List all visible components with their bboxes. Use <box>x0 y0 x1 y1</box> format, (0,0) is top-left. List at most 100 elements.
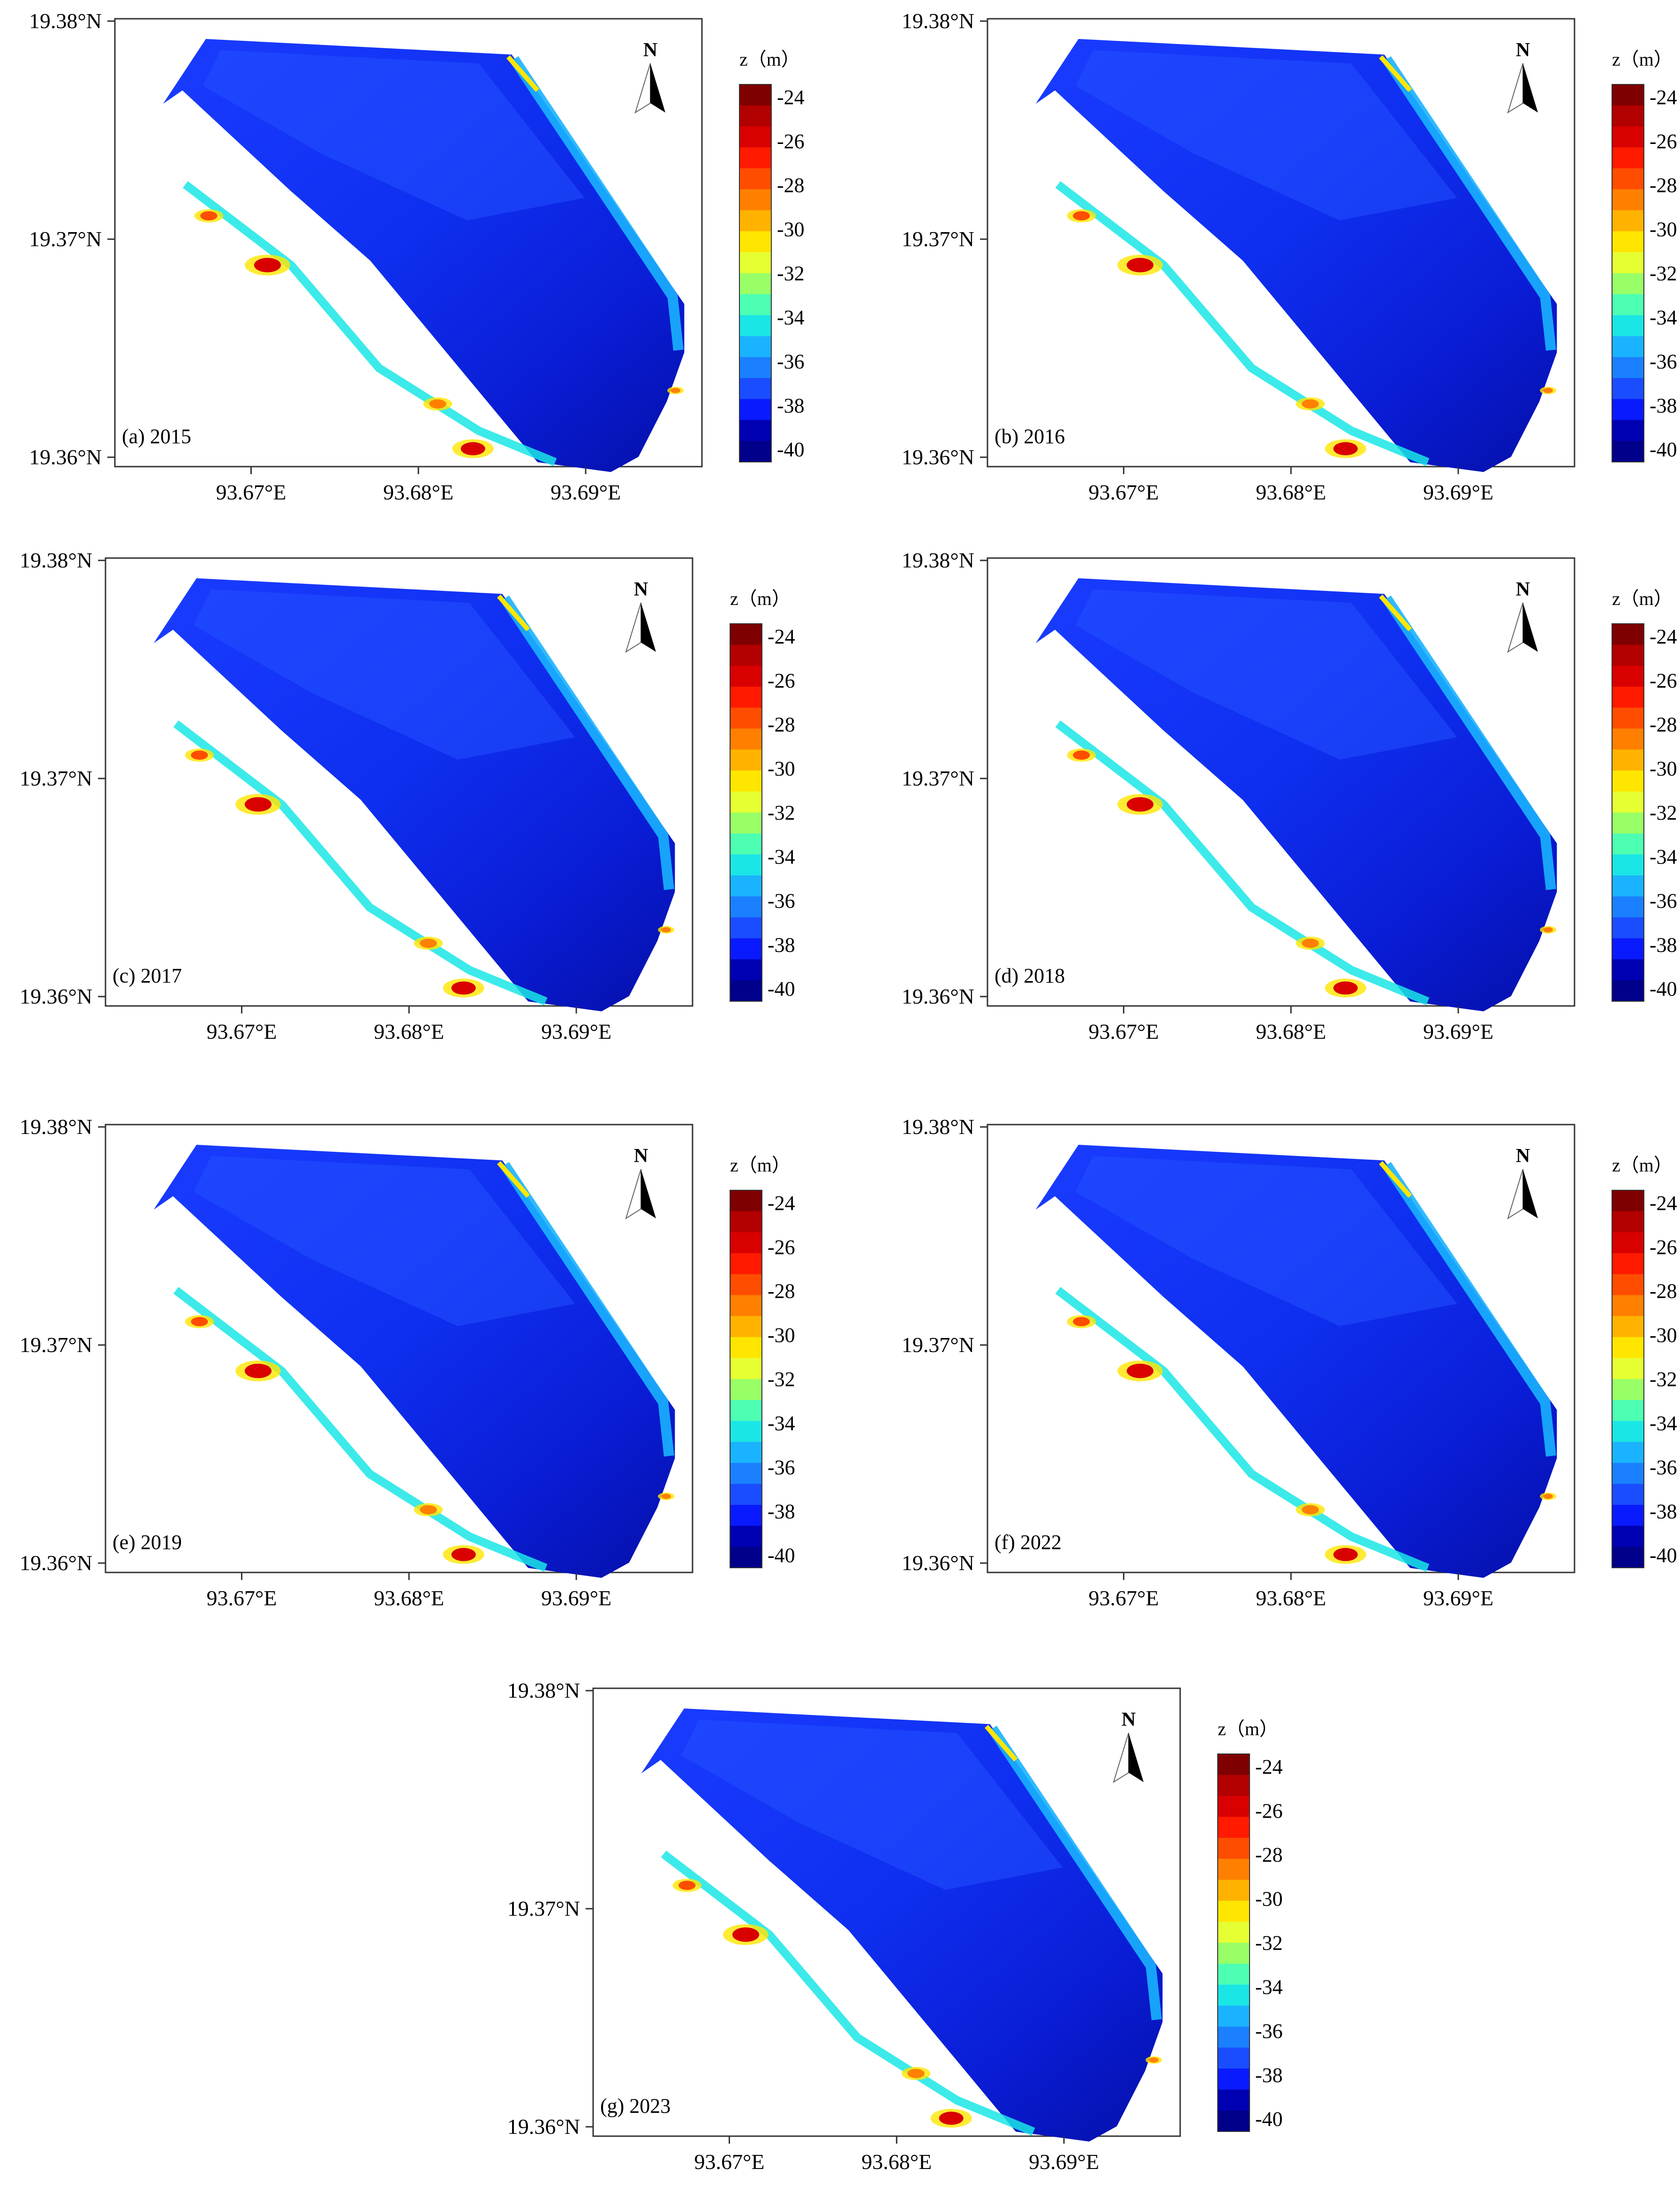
hot-spot <box>420 1505 437 1515</box>
x-tick-label: 93.67°E <box>206 1586 277 1610</box>
hot-spot <box>1543 388 1553 393</box>
colorbar-swatch <box>730 749 762 771</box>
colorbar-swatch <box>1612 1274 1644 1296</box>
x-tick-label: 93.69°E <box>1423 1586 1493 1610</box>
colorbar-swatch <box>739 210 771 232</box>
hot-spot <box>907 2069 925 2078</box>
y-tick-label: 19.37°N <box>20 766 92 790</box>
survey-area <box>153 578 675 1012</box>
y-tick-label: 19.38°N <box>902 1115 974 1139</box>
y-tick-label: 19.36°N <box>507 2115 580 2139</box>
colorbar-swatch <box>1612 749 1644 771</box>
colorbar-swatch <box>730 812 762 834</box>
colorbar-swatch <box>1612 315 1644 337</box>
y-tick-label: 19.36°N <box>902 984 974 1008</box>
hot-spot <box>1302 1505 1319 1515</box>
colorbar-tick-label: -34 <box>768 845 795 868</box>
colorbar-swatch <box>1218 2110 1250 2132</box>
x-tick-label: 93.67°E <box>1088 1020 1159 1043</box>
colorbar-swatch <box>730 938 762 960</box>
y-tick-label: 19.36°N <box>29 445 102 469</box>
colorbar-swatch <box>1612 854 1644 876</box>
colorbar-tick-label: -36 <box>1650 1456 1677 1479</box>
panel-label: (f) 2022 <box>994 1531 1062 1554</box>
shore-band <box>510 56 684 351</box>
colorbar-swatch <box>730 1504 762 1526</box>
y-tick-label: 19.37°N <box>902 1333 974 1357</box>
colorbar-swatch <box>1612 1337 1644 1359</box>
y-tick-label: 19.38°N <box>902 548 974 572</box>
panel-label: (g) 2023 <box>600 2094 670 2117</box>
survey-area <box>203 50 585 220</box>
hot-spot <box>1126 257 1154 272</box>
colorbar-swatch <box>730 1421 762 1443</box>
colorbar-tick-label: -30 <box>777 218 805 241</box>
hot-spot <box>460 442 485 455</box>
colorbar-tick-label: -30 <box>1650 757 1677 780</box>
colorbar-swatch <box>1612 231 1644 253</box>
colorbar-swatch <box>1612 126 1644 148</box>
colorbar-swatch <box>730 644 762 666</box>
colorbar-swatch <box>1218 1754 1250 1776</box>
hot-spot <box>1333 1548 1358 1561</box>
x-tick-label: 93.68°E <box>374 1020 444 1043</box>
colorbar-tick-label: -26 <box>768 669 795 692</box>
north-arrow-label: N <box>1122 1709 1136 1730</box>
hot-spot <box>1302 399 1319 409</box>
colorbar-tick-label: -32 <box>1255 1932 1283 1955</box>
hot-spot <box>1543 1494 1553 1499</box>
survey-area <box>163 39 685 472</box>
colorbar-tick-label: -26 <box>1255 1799 1283 1822</box>
north-arrow-label: N <box>634 579 648 600</box>
colorbar: z（m） -24 -26 -28 -30 -32 -34 -36 -38 -40 <box>730 588 795 1002</box>
y-tick-label: 19.36°N <box>20 984 92 1008</box>
colorbar-tick-label: -36 <box>768 1456 795 1479</box>
map-panel-2: (b) 2016 N 93.67°E 93.68°E 93.69°E 19.38°N 19.… <box>902 9 1677 504</box>
x-tick-label: 93.69°E <box>541 1020 611 1043</box>
colorbar-swatch <box>1612 273 1644 295</box>
colorbar-swatch <box>730 1547 762 1568</box>
colorbar-tick-label: -34 <box>1255 1975 1283 1998</box>
colorbar-swatch <box>1612 771 1644 792</box>
colorbar-swatch <box>739 294 771 316</box>
colorbar-swatch <box>1612 1400 1644 1421</box>
north-arrow-label: N <box>1516 1145 1530 1167</box>
hot-spot <box>661 927 671 933</box>
map-panel-1: (a) 2015 N 93.67°E 93.68°E 93.69°E 19.38°N 19.… <box>29 9 805 504</box>
colorbar-tick-label: -26 <box>1650 669 1677 692</box>
y-tick-label: 19.38°N <box>20 548 92 572</box>
shore-band <box>497 1161 530 1198</box>
colorbar-swatch <box>1612 980 1644 1002</box>
colorbar-swatch <box>739 378 771 400</box>
colorbar-title: z（m） <box>1612 1155 1672 1176</box>
colorbar-tick-label: -24 <box>1650 1192 1677 1215</box>
hot-spot <box>1333 981 1358 995</box>
colorbar-swatch <box>730 791 762 813</box>
x-tick-label: 93.69°E <box>550 480 621 504</box>
survey-area <box>1075 50 1457 220</box>
colorbar-tick-label: -38 <box>768 1500 795 1523</box>
colorbar-tick-label: -24 <box>768 1192 795 1215</box>
colorbar-tick-label: -40 <box>1650 438 1677 461</box>
colorbar-tick-label: -30 <box>1650 1324 1677 1347</box>
y-tick-label: 19.38°N <box>20 1115 92 1139</box>
colorbar-title: z（m） <box>739 49 800 70</box>
colorbar-swatch <box>739 252 771 273</box>
colorbar-title: z（m） <box>1612 588 1672 609</box>
colorbar-swatch <box>739 126 771 148</box>
colorbar-tick-label: -40 <box>1650 977 1677 1000</box>
colorbar-swatch <box>739 336 771 357</box>
map-panel-6: (f) 2022 N 93.67°E 93.68°E 93.69°E 19.38°N 19.… <box>902 1115 1677 1610</box>
y-tick-label: 19.38°N <box>507 1678 580 1702</box>
colorbar-swatch <box>739 273 771 295</box>
hot-spot <box>1333 442 1358 455</box>
survey-area <box>681 1719 1063 1890</box>
panel-label: (a) 2015 <box>122 425 191 448</box>
colorbar-swatch <box>730 1337 762 1359</box>
colorbar-swatch <box>1612 147 1644 169</box>
hot-spot <box>429 399 446 409</box>
hot-spot <box>1073 211 1090 221</box>
panel-label: (e) 2019 <box>113 1531 182 1554</box>
colorbar-swatch <box>730 1316 762 1338</box>
survey-area <box>1075 1156 1457 1326</box>
